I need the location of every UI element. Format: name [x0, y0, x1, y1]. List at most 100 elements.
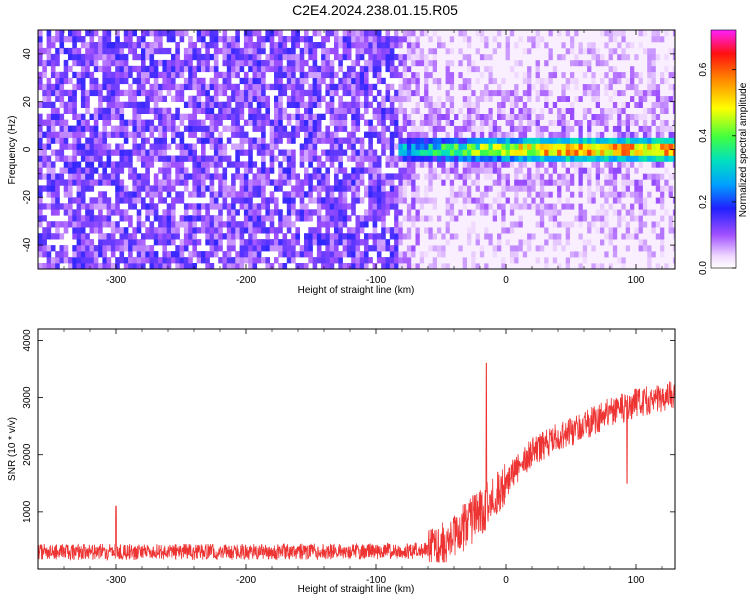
spectrogram-cell: [278, 77, 283, 85]
spectrogram-cell: [642, 101, 648, 108]
spectrogram-cell: [608, 209, 614, 216]
spectrogram-cell: [630, 113, 635, 120]
spectrogram-cell: [372, 179, 378, 186]
spectrogram-cell: [93, 179, 99, 186]
spectrogram-cell: [278, 245, 283, 252]
spectrogram-cell: [364, 221, 369, 228]
spectrogram-cell: [256, 209, 262, 216]
spectrogram-cell: [376, 113, 382, 120]
spectrogram-cell: [110, 179, 116, 186]
spectrogram-cell: [63, 251, 69, 258]
spectrogram-cell: [484, 233, 489, 240]
spectrogram-cell: [638, 83, 644, 91]
spectrogram-cell: [59, 131, 65, 138]
spectrogram-cell: [158, 36, 163, 43]
spectrogram-cell: [359, 77, 365, 85]
spectrogram-cell: [162, 161, 167, 168]
spectrogram-cell: [484, 203, 489, 210]
spectrogram-cell: [308, 71, 313, 79]
spectrogram-cell: [535, 251, 541, 258]
spectrogram-cell: [539, 149, 545, 156]
spectrogram-cell: [252, 173, 258, 180]
spectrogram-cell: [295, 95, 300, 102]
spectrogram-cell: [235, 65, 240, 73]
spectrogram-cell: [80, 197, 86, 204]
spectrogram-cell: [552, 95, 558, 102]
spectrogram-cell: [50, 179, 56, 186]
spectrogram-cell: [437, 167, 442, 174]
spectrogram-cell: [312, 71, 318, 79]
spectrogram-cell: [72, 42, 77, 49]
spectrogram-cell: [600, 65, 605, 73]
spectrogram-cell: [578, 221, 584, 228]
spectrogram-cell: [428, 209, 433, 216]
spectrogram-cell: [638, 215, 644, 222]
spectrogram-cell: [110, 47, 116, 55]
spectrogram-cell: [552, 161, 558, 168]
spectrogram-cell: [213, 161, 219, 168]
spectrogram-cell: [484, 179, 489, 186]
spectrogram-cell: [355, 263, 361, 269]
spectrogram-cell: [68, 209, 73, 216]
spectrogram-cell: [231, 36, 236, 43]
spectrogram-cell: [308, 173, 313, 180]
spectrogram-cell: [419, 149, 425, 156]
spectrogram-cell: [604, 203, 609, 210]
spectrogram-cell: [406, 245, 412, 252]
spectrogram-cell: [256, 42, 262, 49]
spectrogram-cell: [80, 83, 86, 91]
spectrogram-cell: [561, 245, 566, 252]
spectrogram-cell: [638, 137, 644, 144]
spectrogram-cell: [437, 191, 442, 198]
spectrogram-cell: [376, 131, 382, 138]
spectrogram-cell: [205, 47, 210, 55]
spectrogram-cell: [59, 119, 65, 126]
spectrogram-cell: [424, 42, 429, 49]
spectrogram-cell: [505, 65, 511, 73]
spectrogram-cell: [535, 173, 541, 180]
spectrogram-cell: [59, 179, 65, 186]
spectrogram-cell: [475, 179, 481, 186]
spectrogram-cell: [274, 83, 279, 91]
spectrogram-cell: [642, 257, 648, 264]
spectrogram-cell: [381, 179, 386, 186]
spectrogram-cell: [621, 173, 626, 180]
spectrogram-cell: [256, 251, 262, 258]
spectrogram-cell: [171, 131, 176, 138]
spectrogram-cell: [376, 209, 382, 216]
spectrogram-cell: [269, 245, 275, 252]
spectrogram-cell: [209, 95, 215, 102]
spectrogram-cell: [179, 221, 185, 228]
spectrogram-cell: [351, 203, 356, 210]
spectrogram-cell: [514, 191, 519, 198]
spectrogram-cell: [600, 83, 605, 91]
spectrogram-cell: [355, 125, 361, 132]
spectrogram-cell: [406, 107, 412, 114]
spectrogram-cell: [325, 47, 330, 55]
spectrogram-cell: [522, 113, 528, 120]
spectrogram-cell: [295, 30, 300, 37]
spectrogram-cell: [428, 233, 433, 240]
spectrogram-cell: [471, 257, 476, 264]
spectrogram-cell: [582, 143, 588, 150]
spectrogram-cell: [222, 167, 228, 174]
spectrogram-cell: [608, 263, 614, 269]
spectrogram-cell: [548, 197, 554, 204]
spectrogram-cell: [415, 137, 421, 144]
spectrogram-cell: [308, 95, 313, 102]
spectrogram-cell: [505, 113, 511, 120]
spectrogram-cell: [201, 143, 206, 150]
spectrogram-cell: [38, 245, 43, 252]
spectrogram-cell: [231, 203, 236, 210]
spectrogram-cell: [166, 161, 172, 168]
spectrogram-cell: [286, 245, 292, 252]
spectrogram-cell: [552, 30, 558, 37]
spectrogram-cell: [166, 36, 172, 43]
spectrogram-cell: [72, 30, 77, 37]
spectrogram-cell: [625, 185, 631, 192]
spectrogram-cell: [591, 77, 596, 85]
spectrogram-cell: [471, 30, 476, 37]
spectrogram-cell: [128, 245, 133, 252]
spectrogram-cell: [587, 155, 592, 162]
spectrogram-cell: [527, 191, 532, 198]
